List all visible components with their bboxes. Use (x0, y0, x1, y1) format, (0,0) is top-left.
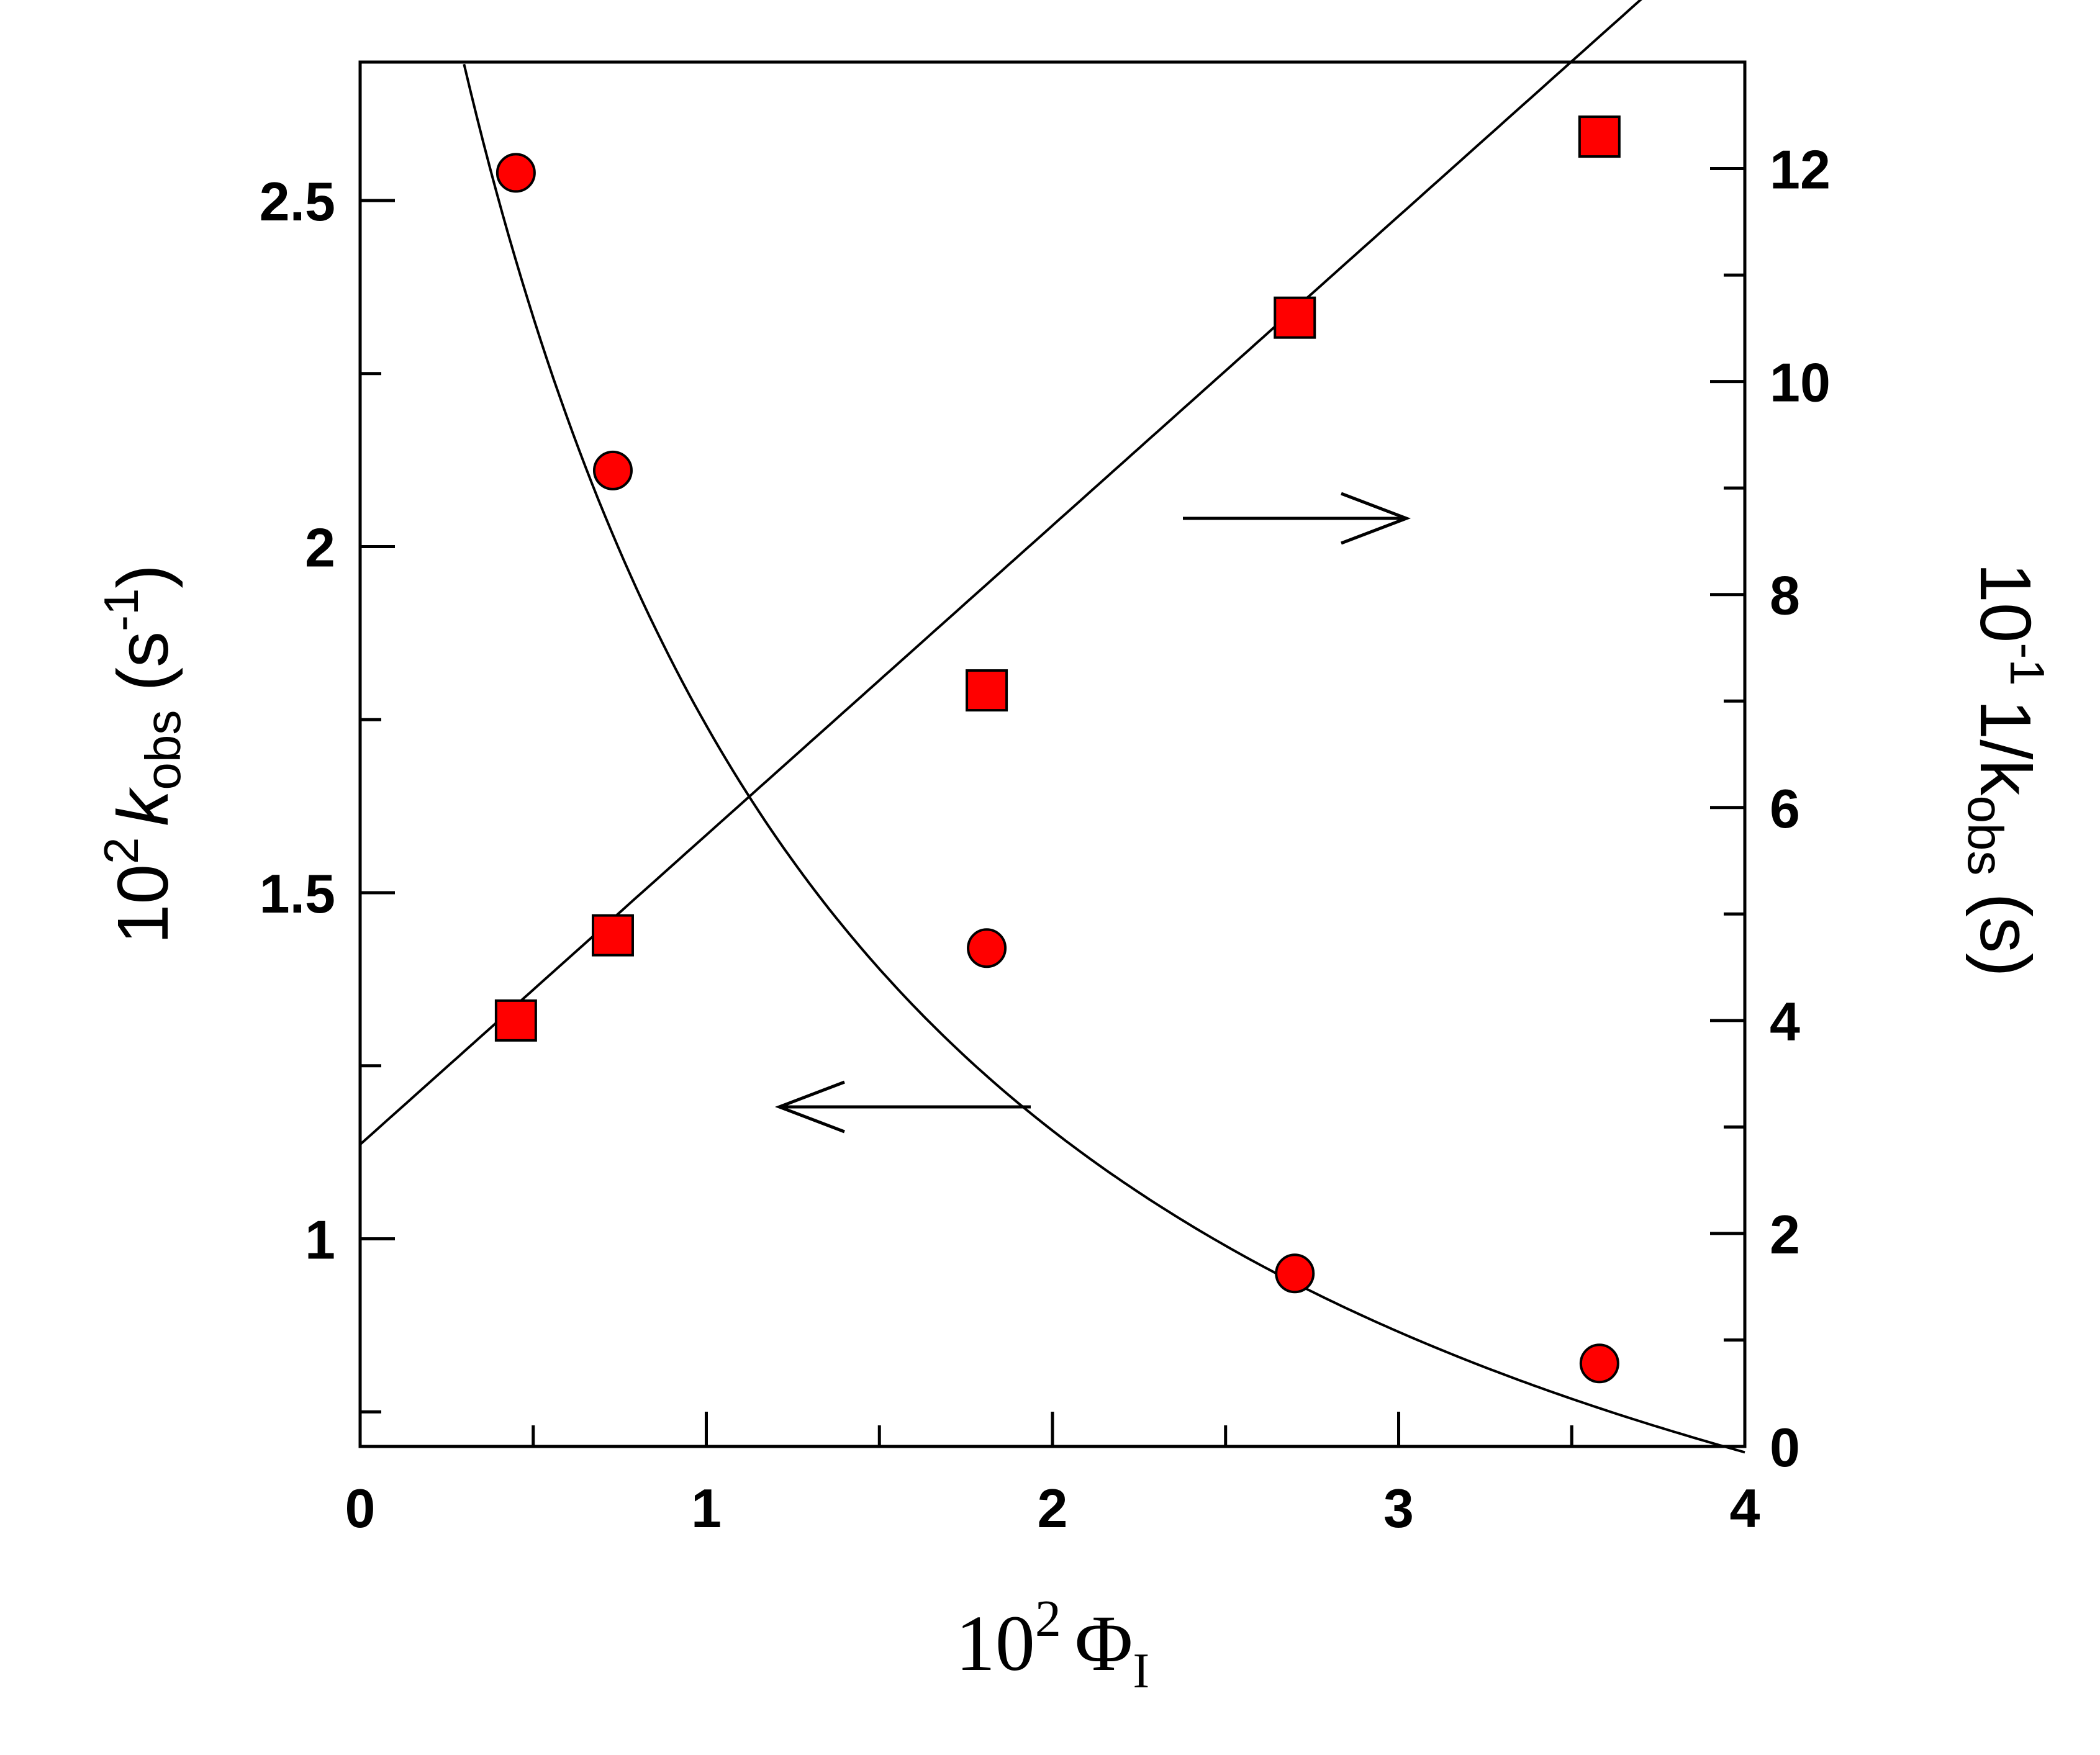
square-point (1578, 115, 1621, 158)
plot-frame (358, 60, 1747, 1448)
x-axis-title: 102 ΦI (956, 1590, 1149, 1699)
square-point (494, 999, 537, 1042)
arrow-left-head (774, 1080, 845, 1134)
y-left-tick-label: 1 (305, 1209, 335, 1271)
arrow-right-head (1341, 492, 1411, 545)
x-tick-label: 3 (1383, 1478, 1414, 1539)
square-point (591, 914, 634, 957)
circle-point (1275, 1253, 1315, 1294)
circle-point (1579, 1343, 1619, 1384)
y-left-tick-label: 2 (305, 517, 335, 579)
fit-curve-left (463, 63, 1745, 1454)
annotation-arrows (774, 492, 1411, 1134)
square-point (966, 669, 1008, 712)
square-point (1274, 296, 1316, 339)
x-tick-label: 1 (691, 1478, 722, 1539)
y-right-tick-label: 12 (1770, 139, 1831, 201)
circle-point (967, 928, 1007, 968)
ticks (358, 60, 1747, 1448)
x-tick-label: 4 (1730, 1478, 1760, 1539)
circle-point (496, 153, 536, 193)
x-tick-label: 0 (345, 1478, 376, 1539)
y-left-tick-label: 2.5 (260, 171, 335, 232)
y-right-tick-label: 4 (1770, 991, 1800, 1052)
fit-curve-right (359, 0, 1642, 1145)
data-points (494, 115, 1621, 1384)
y-left-tick-label: 1.5 (260, 863, 335, 924)
y-right-tick-label: 8 (1770, 565, 1800, 626)
x-tick-label: 2 (1038, 1478, 1068, 1539)
y-right-axis-title: 10-11/kobs(s) (1958, 562, 2055, 977)
y-right-tick-label: 0 (1770, 1417, 1800, 1478)
y-right-tick-label: 2 (1770, 1204, 1800, 1265)
circle-point (592, 450, 633, 490)
y-right-tick-label: 6 (1770, 778, 1800, 839)
y-right-tick-label: 10 (1770, 352, 1831, 413)
fit-curves (359, 0, 1745, 1454)
y-left-axis-title: 102kobs(s-1) (94, 564, 191, 944)
